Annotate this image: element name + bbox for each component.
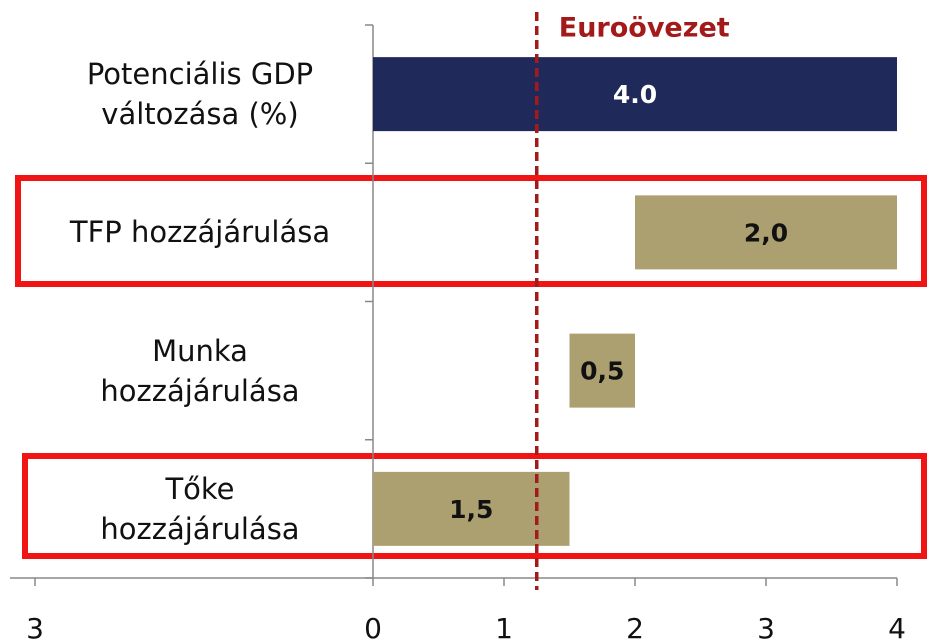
category-label: Tőke hozzájárulása [100,471,300,546]
category-label: TFP hozzájárulása [69,215,331,250]
x-tick-label: 2 [626,612,644,642]
category-label: Potenciális GDP változása (%) [86,57,314,132]
highlight-box [15,175,927,287]
x-tick-label: 3 [757,612,775,642]
highlight-box [22,453,927,559]
x-tick-label: 0 [364,612,382,642]
value-label: 2,0 [744,218,788,247]
bar [635,195,897,270]
x-tick-label: 4 [888,612,906,642]
reference-label: Euroövezet [559,13,730,44]
stray-tick-label: 3 [26,612,44,642]
x-tick-label: 1 [495,612,513,642]
value-label: 1,5 [449,495,493,524]
category-label: Munka hozzájárulása [100,333,300,408]
value-label: 0,5 [580,357,624,386]
bar [569,333,635,408]
value-label: 4.0 [613,80,657,109]
bar [373,57,897,132]
